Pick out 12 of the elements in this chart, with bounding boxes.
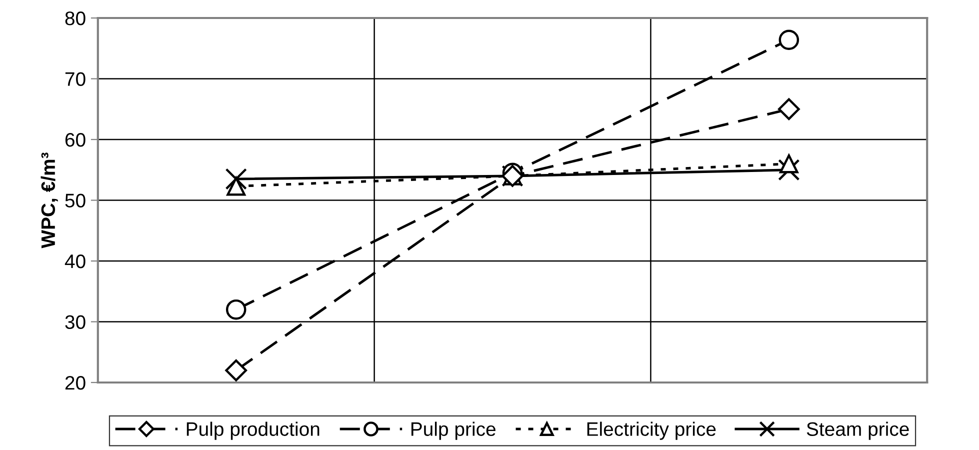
y-tick-label: 80 <box>65 11 86 26</box>
y-axis-title: WPC, €/m³ <box>40 152 58 248</box>
y-tick-label: 60 <box>65 132 86 147</box>
legend-label: Pulp price <box>411 422 496 440</box>
y-tick-label: 20 <box>65 376 86 390</box>
y-tick-label: 40 <box>64 254 86 268</box>
legend-label: Electricity price <box>587 422 716 440</box>
y-tick-label: 30 <box>65 315 86 329</box>
y-tick-label: 50 <box>65 194 86 208</box>
y-tick-label: 70 <box>65 72 86 86</box>
legend-label: Pulp production <box>186 422 320 440</box>
legend-label: Steam price <box>806 422 909 440</box>
